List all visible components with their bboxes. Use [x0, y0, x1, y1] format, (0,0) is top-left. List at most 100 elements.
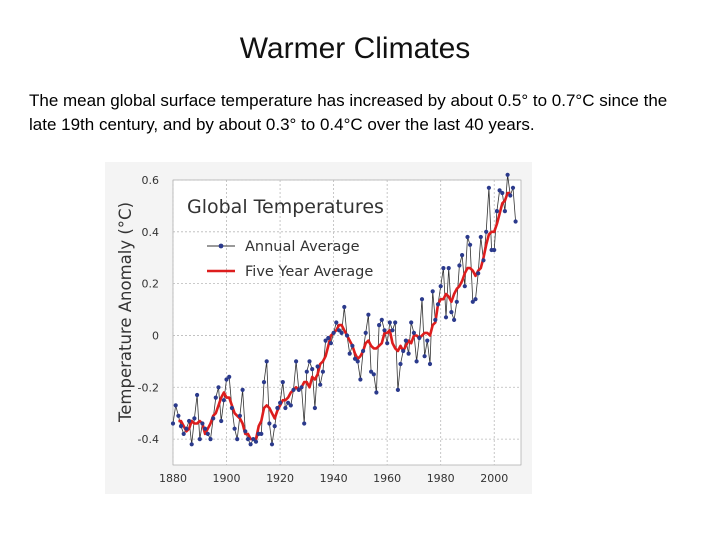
- x-tick-label: 1880: [159, 472, 187, 485]
- annual-average-point: [189, 442, 194, 447]
- annual-average-point: [513, 219, 518, 224]
- annual-average-point: [460, 253, 465, 258]
- annual-average-point: [267, 421, 272, 426]
- annual-average-point: [481, 258, 486, 263]
- annual-average-point: [352, 356, 358, 361]
- y-tick-label: -0.4: [138, 433, 159, 446]
- annual-average-point: [288, 403, 293, 408]
- annual-average-point: [492, 247, 497, 253]
- y-tick-label: 0.6: [142, 174, 160, 187]
- annual-average-point: [441, 266, 446, 271]
- annual-average-point: [184, 426, 189, 431]
- annual-average-point: [422, 354, 427, 359]
- x-tick-label: 1960: [373, 472, 401, 485]
- x-tick-label: 1900: [213, 472, 241, 485]
- annual-average-point: [240, 387, 245, 392]
- annual-average-point: [409, 320, 414, 325]
- annual-average-point: [369, 369, 374, 374]
- annual-average-point: [195, 392, 200, 398]
- annual-average-point: [502, 209, 507, 214]
- annual-average-point: [294, 359, 299, 364]
- chart-title: Global Temperatures: [187, 196, 384, 218]
- x-tick-label: 1940: [320, 472, 348, 485]
- annual-average-point: [393, 320, 398, 325]
- annual-average-point: [454, 299, 459, 304]
- annual-average-point: [361, 348, 366, 354]
- annual-average-point: [275, 405, 280, 411]
- annual-average-point: [457, 263, 462, 268]
- annual-average-point: [449, 310, 454, 315]
- annual-average-point: [170, 421, 176, 426]
- annual-average-point: [406, 351, 411, 356]
- legend-annual-marker: [218, 243, 224, 249]
- x-tick-labels: 1880 1900 1920 1940 1960 1980 2000: [159, 472, 508, 485]
- annual-average-point: [323, 338, 328, 343]
- x-tick-label: 1920: [266, 472, 294, 485]
- annual-average-point: [443, 315, 449, 320]
- annual-average-point: [315, 364, 320, 369]
- annual-average-point: [318, 382, 323, 387]
- annual-average-point: [296, 387, 301, 392]
- annual-average-point: [181, 431, 186, 436]
- annual-average-point: [253, 439, 259, 444]
- annual-average-point: [326, 335, 331, 341]
- annual-average-point: [446, 266, 451, 271]
- annual-average-point: [224, 377, 229, 382]
- annual-average-point: [264, 359, 269, 364]
- annual-average-point: [272, 424, 277, 429]
- annual-average-point: [425, 338, 430, 343]
- annual-average-point: [310, 367, 315, 372]
- annual-average-point: [355, 359, 360, 364]
- annual-average-point: [208, 437, 213, 442]
- annual-average-point: [227, 374, 232, 379]
- annual-average-point: [419, 297, 425, 302]
- annual-average-point: [342, 304, 347, 310]
- annual-average-point: [200, 421, 205, 426]
- annual-average-point: [216, 385, 221, 390]
- annual-average-point: [350, 343, 355, 348]
- annual-average-point: [283, 405, 288, 411]
- annual-average-point: [237, 413, 242, 418]
- annual-average-point: [261, 380, 267, 385]
- annual-average-point: [286, 400, 291, 405]
- slide-body-text: The mean global surface temperature has …: [29, 91, 668, 134]
- annual-average-point: [229, 405, 234, 411]
- annual-average-point: [192, 416, 197, 421]
- annual-average-point: [508, 193, 513, 198]
- annual-average-point: [433, 317, 438, 322]
- annual-average-point: [248, 442, 253, 447]
- annual-average-point: [486, 185, 491, 190]
- annual-average-point: [320, 369, 325, 374]
- annual-average-point: [307, 359, 312, 364]
- annual-average-point: [452, 317, 457, 322]
- annual-average-point: [476, 271, 481, 276]
- annual-average-point: [390, 328, 395, 333]
- annual-average-point: [505, 172, 510, 177]
- annual-average-point: [344, 333, 350, 338]
- annual-average-point: [219, 418, 224, 424]
- annual-average-point: [363, 330, 368, 335]
- annual-average-point: [347, 351, 352, 356]
- annual-average-point: [176, 413, 181, 418]
- global-temperatures-chart: 0.60.40.20-0.2-0.4 1880 1900 1920 1940 1960 1…: [116, 172, 522, 485]
- legend-five-year-label: Five Year Average: [245, 264, 373, 280]
- annual-average-point: [291, 387, 296, 392]
- annual-average-point: [497, 188, 502, 193]
- annual-average-point: [331, 330, 336, 335]
- annual-average-point: [280, 380, 285, 385]
- annual-average-point: [259, 431, 264, 436]
- y-tick-labels: 0.6 0.4 0.2 0 -0.2 -0.4: [138, 174, 159, 446]
- y-tick-label: 0.4: [142, 226, 160, 239]
- plot-area: [172, 179, 522, 466]
- annual-average-point: [304, 369, 309, 374]
- annual-average-point: [235, 437, 240, 442]
- annual-average-point: [178, 424, 184, 429]
- annual-average-point: [211, 416, 216, 421]
- annual-average-point: [302, 421, 307, 426]
- annual-average-point: [395, 387, 400, 392]
- annual-average-point: [205, 431, 210, 436]
- annual-average-point: [371, 372, 376, 377]
- annual-average-point: [414, 359, 419, 364]
- annual-average-point: [398, 361, 403, 367]
- annual-average-point: [465, 234, 470, 240]
